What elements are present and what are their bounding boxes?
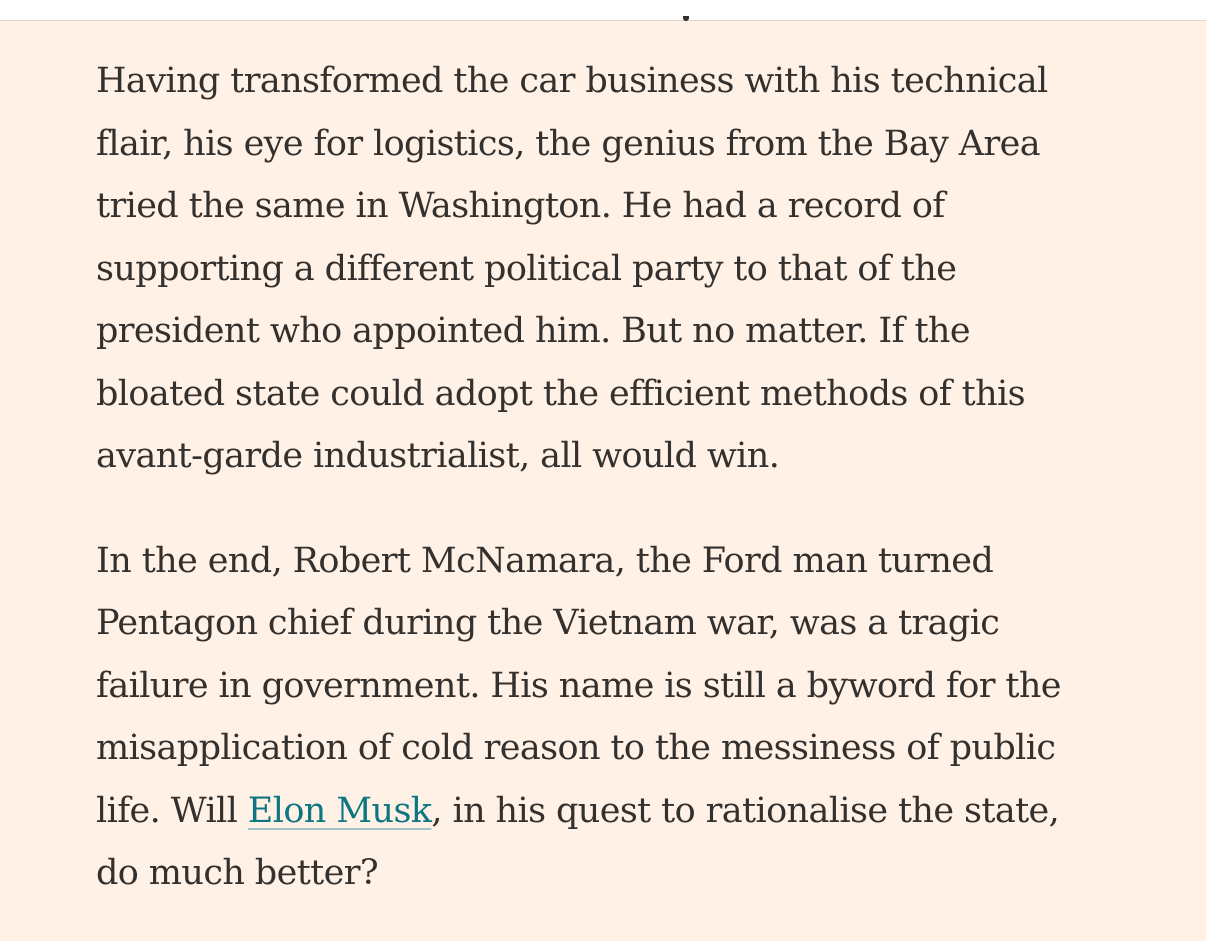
paragraph-2-text-start: In the end, Robert McNamara, the Ford ma… xyxy=(96,540,1061,831)
cropped-header-glyph xyxy=(683,16,689,21)
article-body: Having transformed the car business with… xyxy=(96,50,1126,905)
top-header-bar xyxy=(0,0,1206,21)
article-paragraph-1: Having transformed the car business with… xyxy=(96,61,1048,476)
elon-musk-link[interactable]: Elon Musk xyxy=(247,790,432,831)
paragraph-2-text-end: , in his quest to rationalise the state,… xyxy=(96,790,1060,894)
article-paragraph-2: In the end, Robert McNamara, the Ford ma… xyxy=(96,530,1126,905)
